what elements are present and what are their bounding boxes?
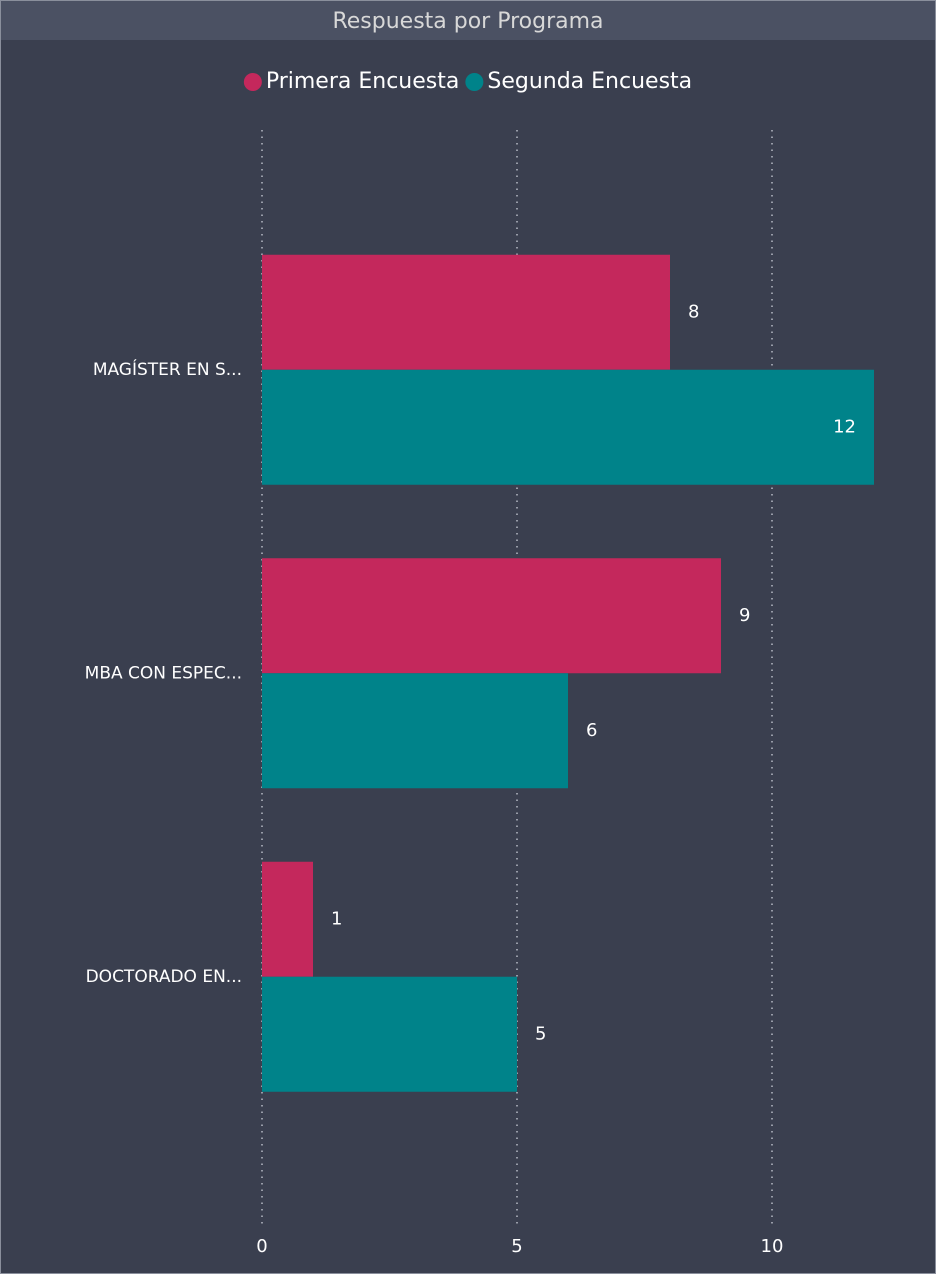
data-label: 8 bbox=[688, 301, 699, 322]
bar bbox=[262, 861, 313, 977]
y-tick-label: DOCTORADO EN... bbox=[86, 967, 242, 987]
legend-label: Segunda Encuesta bbox=[487, 69, 692, 94]
data-label: 12 bbox=[833, 416, 856, 437]
data-label: 9 bbox=[739, 605, 750, 626]
y-tick-label: MBA CON ESPEC... bbox=[85, 663, 242, 683]
data-label: 6 bbox=[586, 720, 597, 741]
title-bar bbox=[0, 0, 936, 40]
legend-marker bbox=[465, 73, 484, 91]
bar bbox=[262, 558, 721, 674]
data-label: 1 bbox=[331, 908, 342, 929]
legend-marker bbox=[243, 73, 262, 91]
x-tick-label: 10 bbox=[761, 1236, 784, 1257]
data-label: 5 bbox=[535, 1023, 546, 1044]
bar bbox=[262, 369, 874, 485]
x-tick-label: 0 bbox=[256, 1236, 267, 1257]
x-tick-label: 5 bbox=[511, 1236, 522, 1257]
bar bbox=[262, 254, 670, 370]
bar bbox=[262, 976, 517, 1092]
bar bbox=[262, 673, 568, 789]
legend-label: Primera Encuesta bbox=[266, 69, 460, 94]
chart-title: Respuesta por Programa bbox=[332, 9, 603, 34]
y-tick-label: MAGÍSTER EN S... bbox=[93, 358, 242, 380]
